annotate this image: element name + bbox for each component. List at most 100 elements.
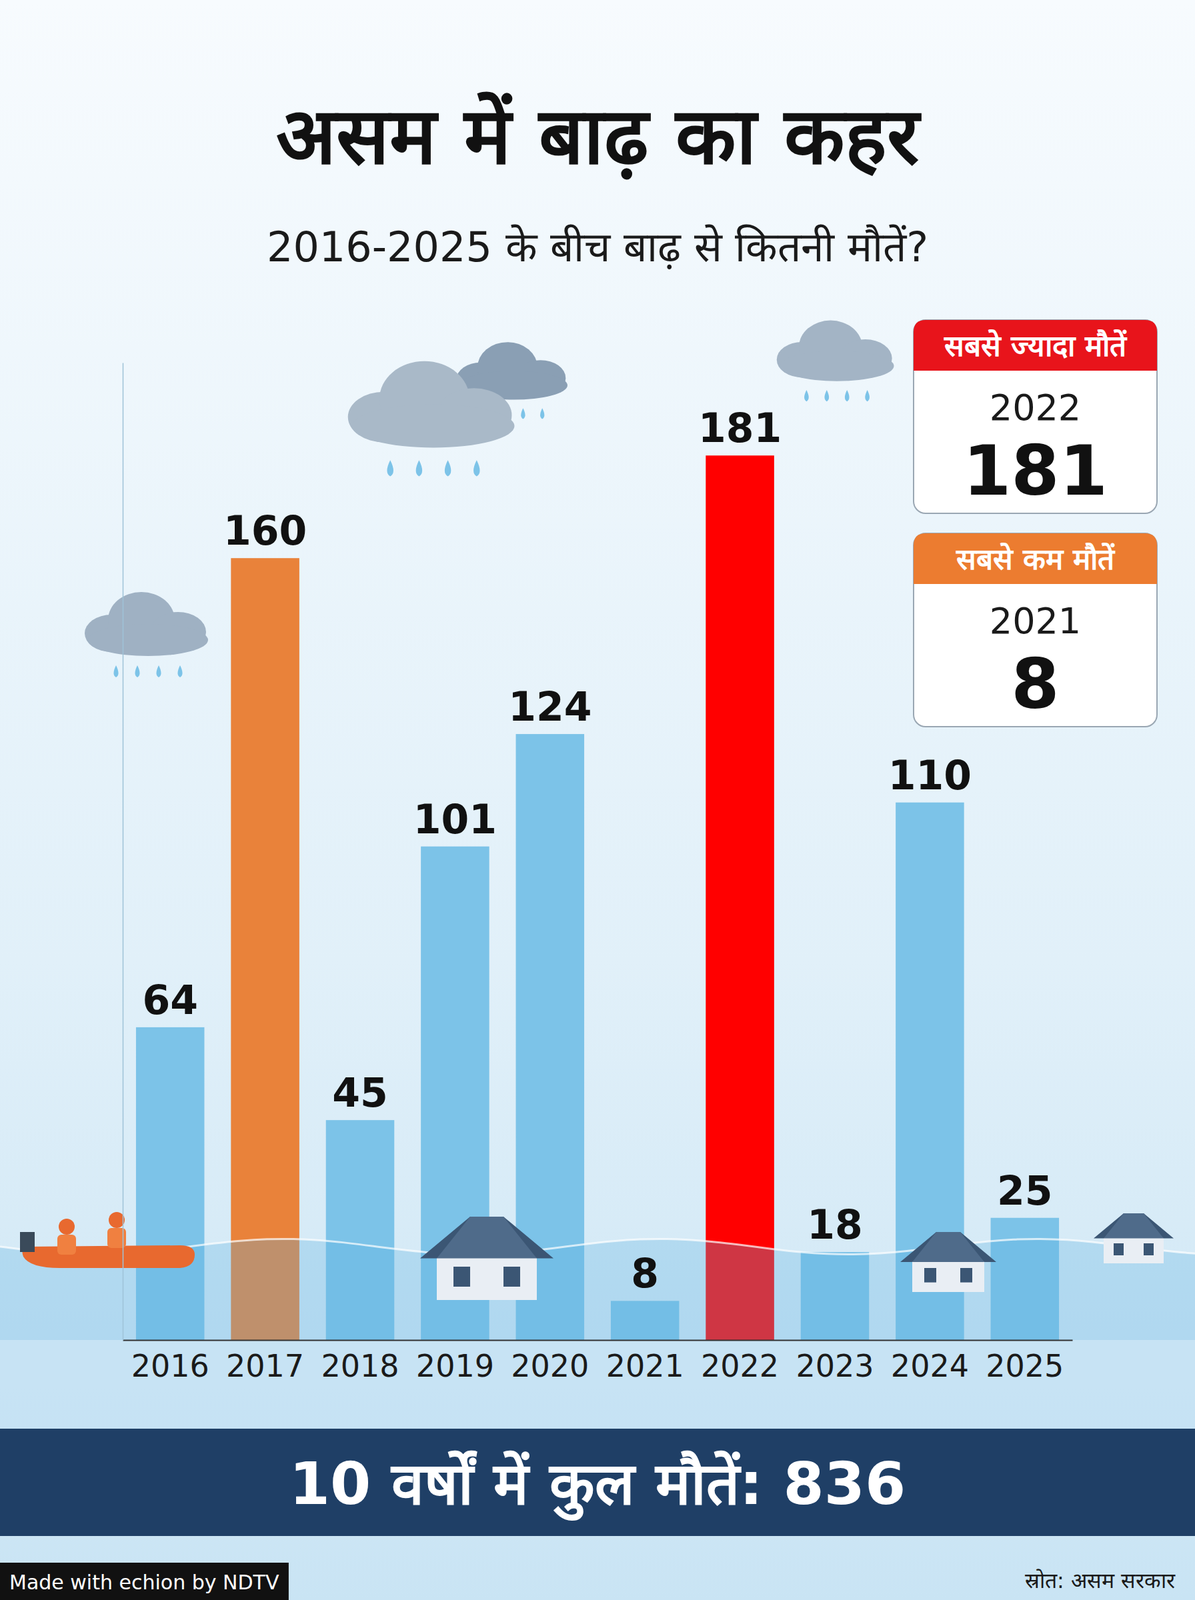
- raindrop: [804, 390, 809, 402]
- house-window: [924, 1268, 937, 1284]
- data-label: 101: [413, 796, 497, 843]
- boat-person-head: [108, 1212, 125, 1229]
- background: [0, 0, 1195, 1600]
- title: असम में बाढ़ का कहर: [276, 90, 922, 183]
- callout: सबसे ज्यादा मौतें 2022181: [913, 320, 1157, 514]
- x-tick-label: 2021: [606, 1348, 685, 1385]
- cloud: [84, 592, 209, 678]
- raindrop: [444, 460, 451, 477]
- x-tick-label: 2017: [226, 1348, 305, 1385]
- raindrop: [386, 460, 393, 477]
- raindrop: [540, 408, 545, 419]
- x-tick: 2018: [320, 1348, 399, 1385]
- boat-hull: [22, 1245, 195, 1269]
- cloud-part: [780, 350, 895, 382]
- data-label: 181: [698, 404, 782, 452]
- data-label: 18: [806, 1201, 863, 1249]
- x-tick: 2025: [985, 1348, 1064, 1385]
- house-roof-side: [436, 1217, 537, 1260]
- x-tick: 2017: [226, 1348, 305, 1385]
- credit-box: [0, 1563, 289, 1600]
- cloud-part: [352, 404, 515, 449]
- boat-person-head: [58, 1219, 75, 1236]
- callout-value: 181: [962, 430, 1108, 512]
- subtitle: 2016-2025 के बीच बाढ़ से कितनी मौतें?: [266, 222, 929, 272]
- data-label: 8: [630, 1250, 659, 1298]
- x-tick: 2022: [700, 1348, 779, 1385]
- callout-header: [913, 320, 1157, 371]
- house-roof: [420, 1217, 554, 1260]
- x-tick-label: 2016: [131, 1348, 210, 1385]
- total-text: 10 वर्षों में कुल मौतें: 836: [289, 1449, 907, 1522]
- house: [420, 1217, 554, 1301]
- callout: सबसे कम मौतें 20218: [913, 533, 1157, 727]
- boat-person-body: [57, 1235, 77, 1256]
- boat: [20, 1212, 195, 1269]
- raindrop: [844, 390, 850, 402]
- house-window: [503, 1267, 521, 1288]
- data-label: 25: [996, 1167, 1053, 1215]
- callout-box: [913, 320, 1157, 514]
- cloud: [348, 361, 515, 477]
- x-tick: 2023: [795, 1348, 874, 1385]
- x-tick: 2019: [416, 1348, 495, 1385]
- raindrop: [416, 460, 423, 477]
- x-tick: 2024: [890, 1348, 969, 1385]
- source: स्रोत: असम सरकार: [1024, 1568, 1176, 1594]
- boat-motor: [20, 1232, 35, 1253]
- raindrop: [114, 665, 119, 678]
- x-tick-label: 2018: [320, 1348, 399, 1385]
- y-axis-line: [122, 363, 125, 1342]
- x-tick-label: 2024: [890, 1348, 969, 1385]
- x-tick: 2016: [131, 1348, 210, 1385]
- cloud: [776, 320, 895, 403]
- x-tick: 2021: [606, 1348, 685, 1385]
- data-label: 45: [332, 1069, 389, 1117]
- x-axis: 2016 2017 2018 2019 2020 2021 2022 2023 2024 2025: [123, 1341, 1073, 1385]
- data-label: 64: [142, 976, 199, 1024]
- x-tick-label: 2025: [985, 1348, 1064, 1385]
- raindrop: [864, 390, 870, 402]
- house-window: [1143, 1243, 1154, 1256]
- house-roof: [1093, 1213, 1174, 1240]
- x-tick-label: 2022: [700, 1348, 779, 1385]
- house-window: [960, 1268, 973, 1284]
- house-window: [1113, 1243, 1124, 1256]
- x-tick-label: 2019: [416, 1348, 495, 1385]
- x-tick-label: 2023: [795, 1348, 874, 1385]
- data-label: 160: [223, 507, 307, 555]
- callout-title: सबसे ज्यादा मौतें: [943, 328, 1129, 363]
- raindrop: [135, 665, 141, 678]
- callout-label: 2022: [989, 386, 1081, 429]
- total-banner: [0, 1429, 1195, 1537]
- y-axis: [122, 363, 124, 1342]
- house: [1093, 1213, 1174, 1264]
- raindrop: [156, 665, 162, 678]
- callout-title: सबसे कम मौतें: [955, 542, 1117, 577]
- raindrop: [473, 460, 480, 477]
- callout-value: 8: [1010, 643, 1059, 725]
- house-window: [453, 1267, 471, 1288]
- x-tick: 2020: [510, 1348, 589, 1385]
- bar: [705, 455, 775, 1341]
- raindrop: [520, 408, 525, 419]
- house-roof-side: [912, 1232, 985, 1263]
- water: [0, 1239, 1195, 1341]
- chart: असम में बाढ़ का कहर 2016-2025 के बीच बाढ़…: [0, 0, 1195, 1600]
- raindrop: [178, 665, 183, 678]
- credit: Made with echion by NDTV: [9, 1571, 280, 1595]
- water-deep: [0, 1340, 1195, 1430]
- raindrop: [824, 390, 829, 402]
- house-roof: [900, 1232, 997, 1263]
- data-label: 110: [888, 752, 972, 799]
- callout-box: [913, 533, 1157, 727]
- bar: [230, 558, 300, 1341]
- data-label: 124: [508, 683, 592, 731]
- cloud-part: [88, 624, 209, 657]
- callout-label: 2021: [989, 600, 1081, 643]
- callout-header: [913, 533, 1157, 585]
- x-tick-label: 2020: [510, 1348, 589, 1385]
- house-roof-side: [1103, 1213, 1164, 1240]
- house: [900, 1232, 997, 1293]
- x-axis-line: [123, 1340, 1073, 1342]
